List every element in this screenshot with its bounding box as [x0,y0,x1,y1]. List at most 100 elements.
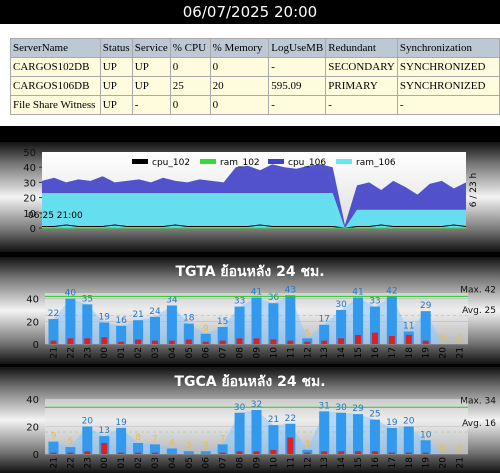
data-label: 33 [369,297,380,307]
bar [118,341,125,344]
x-tick-label: 07 [219,347,229,358]
table-cell: 595.09 [268,76,327,96]
data-label: 29 [420,301,432,311]
bar [268,425,279,454]
x-tick-label: 00 [100,347,110,359]
bar [183,451,194,454]
table-cell: File Share Witness [10,95,101,115]
data-label: 25 [369,410,380,420]
bar [338,451,345,454]
y-tick-label: 40 [26,395,39,406]
x-tick-label: 09 [253,457,263,469]
bar [67,452,74,454]
bar [388,336,395,344]
bar [285,295,296,344]
x-tick-label: 04 [168,457,178,469]
data-label: 30 [335,300,347,310]
x-tick-label: 17 [388,457,398,468]
bar [353,414,364,454]
bar [151,452,158,454]
bar [65,298,76,344]
bar [166,305,177,344]
bar [321,451,328,454]
bar [268,303,279,344]
y-tick-label: 20 [23,194,36,205]
bar [369,419,380,454]
bar [321,340,328,344]
avg-label: Avg. 25 [462,306,496,316]
column-header: ServerName [10,38,101,58]
table-cell: 0 [209,57,270,77]
table-row: CARGOS106DB UP UP 25 20 595.09 PRIMARY SYNCHRON… [10,76,500,96]
x-tick-label: 21 [49,347,59,358]
table-cell: UP [131,76,171,96]
bar [116,427,127,454]
side-label: 6 / 23 h [469,173,479,208]
bar [149,444,160,454]
data-label: 18 [183,314,195,324]
bar [151,340,158,344]
data-label: 4 [169,439,175,449]
bar [48,441,59,454]
table-cell: - [325,95,398,115]
bar [420,311,431,344]
legend-swatch [268,159,284,164]
bar [338,338,345,344]
bar [82,426,93,454]
data-label: 2 [186,441,192,451]
chart-title: TGCA ย้อนหลัง 24 ชม. [174,374,325,390]
bar [183,323,194,344]
bar [371,332,378,344]
bar [217,444,228,454]
bar [319,411,330,454]
bar [253,451,260,454]
bar [65,447,76,454]
y-tick-label: 0 [33,450,39,461]
data-label: 0 [440,444,446,454]
bar [200,333,211,344]
x-tick-label: 21 [456,347,466,358]
x-tick-label: 03 [151,347,161,358]
bar [355,334,362,344]
data-label: 0 [440,334,446,344]
bar [287,437,294,454]
bar [168,340,175,344]
bar [202,341,209,344]
bar [219,452,226,454]
x-tick-label: 03 [151,457,161,468]
y-tick-label: 0 [30,224,36,235]
column-header: Synchronization [396,38,500,58]
y-tick-label: 40 [23,163,36,174]
x-tick-label: 11 [286,347,296,358]
x-tick-label: 17 [388,347,398,358]
data-label: 5 [304,328,310,338]
data-label: 0 [457,334,463,344]
y-tick-label: 30 [23,178,36,189]
data-label: 43 [285,285,296,295]
bar [219,340,226,344]
table-cell: SYNCHRONIZED [396,76,500,96]
avg-label: Avg. 16 [462,419,496,429]
x-tick-label: 08 [236,347,246,359]
bar [234,412,245,454]
y-tick-label: 0 [33,340,39,351]
data-label: 24 [149,307,161,317]
bar [403,426,414,454]
bar [118,452,125,454]
status-table: ServerName Status Service% CPU% Memory LogU… [10,38,500,115]
bar [304,341,311,344]
x-tick-label: 22 [66,457,76,468]
data-label: 19 [386,418,398,428]
x-tick-label: 10 [269,457,279,469]
data-label: 19 [98,312,110,322]
x-tick-label: 08 [236,457,246,469]
x-tick-label: 09 [253,347,263,359]
legend-swatch [200,159,216,164]
x-tick-label: 13 [320,347,330,358]
bar [217,327,228,344]
bar [302,449,313,454]
data-label: 5 [68,437,74,447]
data-label: 33 [234,297,245,307]
